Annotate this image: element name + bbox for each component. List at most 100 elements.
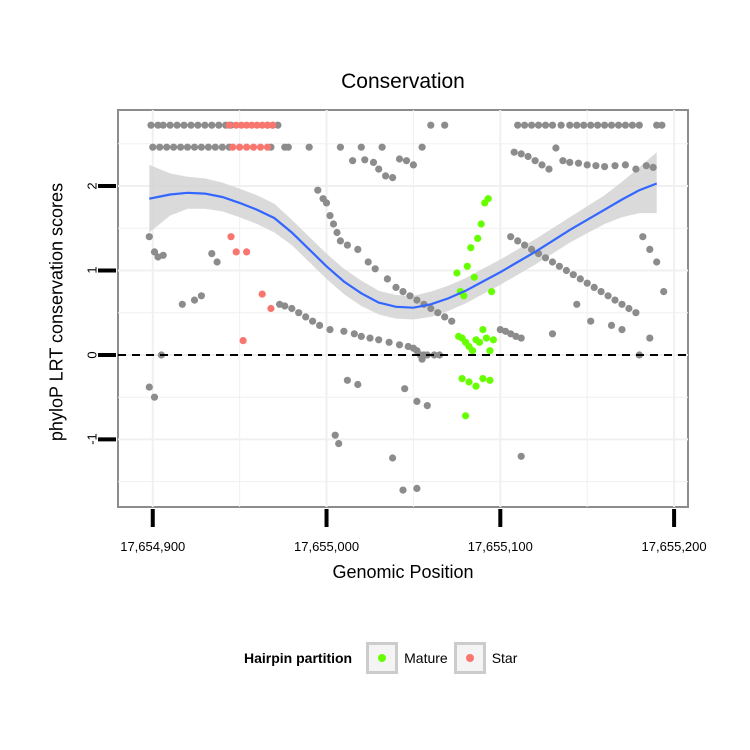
data-point (314, 186, 322, 194)
x-tick-label: 17,654,900 (120, 539, 186, 554)
data-point (427, 304, 435, 313)
data-point (375, 336, 383, 344)
data-point (389, 174, 397, 182)
data-point (621, 161, 630, 169)
data-point-mature (484, 195, 492, 203)
data-point (163, 143, 171, 151)
data-point-mature (486, 347, 494, 355)
data-point (343, 241, 351, 249)
data-point (197, 292, 205, 300)
data-point (538, 161, 546, 169)
grid-lines (118, 110, 688, 507)
data-point (528, 245, 536, 253)
data-point (361, 156, 369, 164)
data-point (594, 121, 602, 129)
data-point (573, 300, 581, 308)
data-point (507, 233, 515, 241)
data-point (521, 121, 529, 129)
data-point-mature (488, 288, 496, 296)
data-point (653, 121, 661, 129)
data-point (333, 228, 341, 237)
data-point (590, 283, 598, 291)
data-point-star (248, 121, 256, 129)
data-point (215, 121, 223, 129)
data-point (340, 327, 348, 335)
data-point (653, 258, 661, 266)
data-point (548, 330, 557, 338)
data-point-mature (463, 262, 471, 270)
data-point (369, 158, 378, 166)
data-point (173, 121, 181, 129)
data-point (517, 150, 525, 158)
data-point (208, 121, 216, 129)
data-point (642, 162, 650, 170)
data-point (528, 121, 536, 129)
data-point (427, 121, 435, 129)
data-point (639, 233, 647, 241)
data-point (562, 266, 571, 275)
data-point-star (267, 304, 275, 313)
mature-dot-icon (378, 654, 387, 662)
data-point (621, 121, 630, 129)
data-point (349, 157, 357, 165)
data-point (604, 292, 612, 300)
data-point (434, 309, 442, 317)
data-point (607, 121, 616, 129)
data-point-star (227, 233, 235, 241)
data-point (510, 148, 518, 156)
data-point (392, 283, 400, 291)
data-point (150, 248, 159, 256)
data-point (354, 245, 362, 253)
data-point (517, 452, 525, 460)
data-point-mature (482, 334, 490, 342)
x-axis-label: Genomic Position (332, 562, 474, 582)
data-point-star (229, 143, 237, 151)
data-point (147, 121, 155, 129)
data-point-star (263, 121, 272, 129)
data-point (395, 341, 404, 349)
legend-item-star: Star (453, 642, 517, 674)
data-point (583, 161, 591, 169)
data-point-mature (453, 269, 461, 277)
x-tick-label: 17,655,200 (641, 539, 707, 554)
data-point (632, 309, 640, 317)
data-point (378, 143, 386, 151)
data-point (646, 334, 654, 342)
data-point (649, 163, 657, 171)
data-point (541, 254, 550, 262)
data-point (284, 143, 292, 151)
data-point (329, 220, 338, 228)
confidence-ribbon-layer (149, 152, 657, 320)
data-point (587, 121, 595, 129)
y-tick-label: -1 (84, 433, 100, 446)
y-tick-label: 2 (84, 182, 100, 190)
data-point (309, 317, 317, 325)
data-point-star (253, 121, 261, 129)
data-point (274, 121, 282, 129)
data-point-star (263, 143, 272, 151)
data-point-mature (467, 244, 475, 252)
data-point (194, 121, 202, 129)
data-point (611, 296, 619, 304)
data-point (580, 121, 588, 129)
data-point (375, 165, 383, 173)
data-point (350, 330, 358, 338)
data-point (592, 162, 600, 170)
data-point (177, 143, 185, 151)
data-point (576, 275, 584, 283)
data-point (548, 258, 557, 266)
data-point-star (269, 121, 277, 129)
data-point (322, 199, 331, 207)
data-point (524, 152, 532, 161)
data-point (389, 454, 397, 462)
data-points (145, 121, 668, 494)
data-point (583, 279, 591, 287)
data-point-mature (470, 273, 478, 281)
smooth-line-layer (149, 182, 658, 309)
data-point (566, 121, 574, 129)
data-point (435, 351, 444, 359)
data-point (632, 165, 640, 173)
data-point (628, 121, 637, 129)
data-point (336, 237, 344, 245)
data-point (156, 143, 164, 151)
